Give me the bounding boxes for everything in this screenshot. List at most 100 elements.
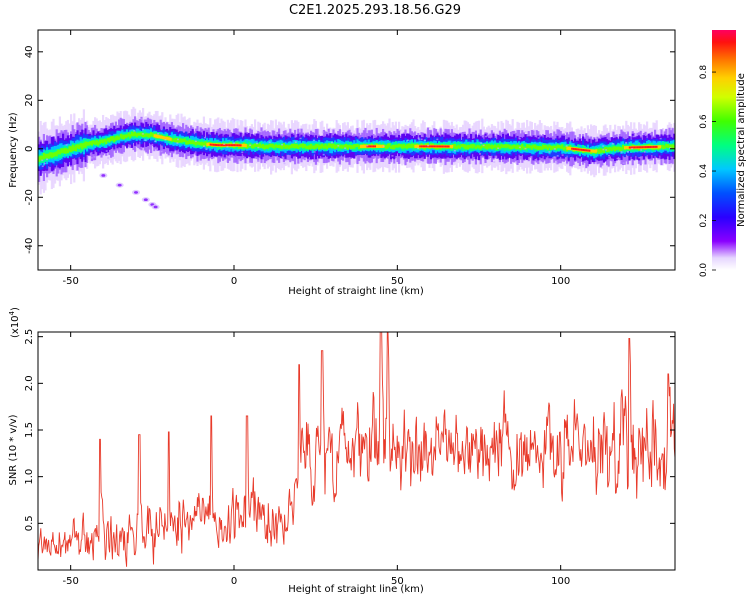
spectrogram-cell [564,146,567,150]
spectrogram-hot-cell [164,136,167,140]
spectrogram-cell [406,144,409,149]
spectrogram-cell [559,145,562,149]
spectrogram-hot-cell [566,146,569,150]
spectrogram-speckle [281,143,284,146]
spectrogram-cell [489,145,492,149]
spectrogram-speckle [556,155,559,157]
spectrogram-speckle [399,129,402,132]
spectrogram-cell [65,148,68,154]
spectrogram-speckle [616,157,619,160]
spectrogram-hot-cell [364,144,367,148]
spectrogram-speckle [524,131,527,133]
spectrogram-cell [604,147,607,151]
spectrogram-y-tick-label: 0 [24,146,35,152]
spectrogram-hot-cell [243,143,246,148]
spectrogram-cell [260,144,263,149]
spectrogram-cell [46,153,49,159]
spectrogram-hot-cell [156,134,159,139]
spectrogram-cell [468,144,471,149]
spectrogram-cell [305,145,308,150]
spectrogram-peak-cell [230,144,233,147]
spectrogram-speckle [322,153,325,156]
spectrogram-scatter-core [101,174,106,177]
spectrogram-speckle [482,144,485,147]
spectrogram-speckle [553,148,556,150]
spectrogram-speckle [313,151,316,153]
spectrogram-cell [87,141,90,146]
spectrogram-cell [334,144,337,150]
svg-text:(x104): (x104) [8,307,21,338]
spectrogram-cell [126,134,129,138]
spectrogram-speckle [382,145,385,148]
spectrogram-peak-cell [641,146,644,149]
spectrogram-cell [310,143,313,149]
spectrogram-speckle [312,139,315,142]
spectrogram-cell [193,141,196,145]
spectrogram-peak-cell [443,145,446,148]
spectrogram-speckle [602,148,605,151]
spectrogram-speckle [337,145,340,147]
spectrogram-peak-cell [654,145,657,148]
spectrogram-speckle [417,137,420,139]
spectrogram-cell [500,144,503,148]
spectrogram-cell [247,144,250,148]
spectrogram-speckle [203,136,206,139]
spectrogram-cell [71,144,74,152]
spectrogram-cell [535,145,538,150]
spectrogram-cell [665,143,668,148]
colorbar-label: Normalized spectral amplitude [736,73,747,227]
spectrogram-cell [84,141,87,148]
spectrogram-peak-cell [427,145,430,148]
spectrogram-hot-cell [627,145,630,150]
spectrogram-cell [47,153,50,159]
spectrogram-speckle [659,137,662,140]
spectrogram-cell [388,143,391,148]
spectrogram-cell [390,145,393,149]
spectrogram-speckle [453,149,456,152]
spectrogram-cell [546,146,549,151]
spectrogram-peak-cell [212,143,215,146]
spectrogram-cell [354,144,357,148]
spectrogram-hot-cell [241,143,244,148]
spectrogram-speckle [366,145,369,147]
spectrogram-speckle [391,155,394,157]
spectrogram-cell [49,152,52,158]
spectrogram-cell [116,135,119,141]
spectrogram-cell [670,144,673,150]
spectrogram-cell [529,145,532,149]
spectrogram-speckle [157,132,160,135]
spectrogram-cell [358,144,361,150]
spectrogram-cell [615,146,618,151]
spectrogram-hot-cell [657,145,660,149]
spectrogram-speckle [622,162,625,164]
spectrogram-cell [38,156,41,162]
spectrogram-peak-cell [630,146,633,149]
spectrogram-cell [487,143,490,149]
spectrogram-cell [457,144,460,149]
spectrogram-speckle [41,165,44,168]
spectrogram-peak-cell [580,148,583,151]
spectrogram-cell [111,135,114,141]
spectrogram-cell [673,145,675,150]
spectrogram-cell [121,134,124,140]
spectrogram-speckle [561,154,564,156]
spectrogram-scatter-core [153,205,158,209]
spectrogram-cell [132,132,135,137]
spectrogram-peak-cell [436,145,439,148]
spectrogram-cell [527,144,530,149]
spectrogram-peak-cell [428,145,431,148]
spectrogram-speckle [626,131,629,133]
spectrogram-peak-cell [425,145,428,148]
spectrogram-speckle [427,144,430,147]
spectrogram-peak-cell [636,146,639,149]
spectrogram-peak-cell [240,144,242,147]
spectrogram-cell [302,143,305,149]
snr-exponent-close: ) [10,307,21,311]
spectrogram-cell [270,143,273,148]
spectrogram-speckle [566,163,569,165]
spectrogram-hot-cell [208,142,210,147]
spectrogram-peak-cell [374,145,377,148]
spectrogram-speckle [423,139,426,142]
spectrogram-hot-cell [169,137,172,141]
